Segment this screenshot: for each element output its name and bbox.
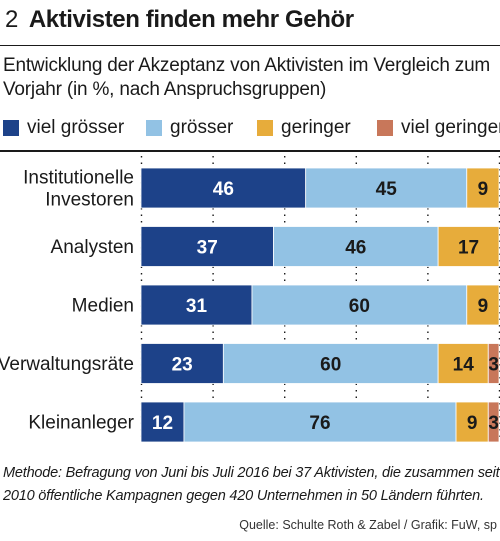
bar-segment	[466, 167, 500, 209]
legend-swatch	[3, 120, 19, 136]
legend-swatch	[146, 120, 162, 136]
data-label: 23	[172, 355, 193, 376]
legend-item-groesser: grösser	[146, 117, 233, 139]
legend-label: viel grösser	[27, 117, 125, 138]
legend-swatch	[257, 120, 273, 136]
figure-number: 2	[5, 6, 19, 33]
bar-segment	[251, 284, 468, 326]
category-label: Verwaltungsräte	[0, 354, 134, 375]
bar-segment	[140, 226, 274, 267]
bar-segment	[466, 284, 500, 326]
chart-subtitle: Entwicklung der Akzeptanz von Aktivisten…	[3, 55, 491, 100]
data-label: 60	[320, 355, 341, 376]
bar-segment	[487, 401, 500, 443]
data-label: 37	[197, 238, 218, 259]
data-label: 31	[186, 296, 208, 317]
method-note: Methode: Befragung von Juni bis Juli 201…	[3, 465, 500, 504]
data-label: 9	[478, 296, 489, 317]
legend-item-viel-geringer: viel geringer	[377, 117, 500, 139]
bar-segment	[140, 167, 307, 209]
stacked-bar-chart: Institutionelle Investoren 46 45 9 Analysten 3…	[0, 156, 500, 443]
data-label: 60	[349, 296, 370, 317]
bar-segment	[222, 343, 439, 384]
category-label: Analysten	[51, 237, 134, 258]
header-rule	[0, 150, 500, 152]
source-note: Quelle: Schulte Roth & Zabel / Grafik: F…	[239, 518, 497, 532]
legend-label: viel geringer	[401, 117, 500, 138]
bar-segment	[273, 226, 439, 267]
data-label: 76	[309, 413, 330, 434]
bar-segment	[140, 284, 253, 326]
data-label: 46	[213, 179, 234, 200]
data-label: 9	[478, 179, 489, 200]
legend-item-viel-groesser: viel grösser	[3, 117, 124, 139]
data-label: 14	[453, 355, 475, 376]
legend-swatch	[377, 120, 393, 136]
bar-segment	[487, 343, 500, 384]
data-label: 9	[467, 413, 478, 434]
category-label: Kleinanleger	[28, 413, 134, 434]
data-label: 17	[458, 238, 479, 259]
data-label: 12	[152, 413, 173, 434]
data-label: 3	[488, 355, 499, 376]
category-label: Institutionelle Investoren	[23, 168, 134, 211]
data-label: 46	[345, 238, 366, 259]
title-text: Aktivisten finden mehr Gehör	[28, 6, 354, 33]
legend-item-geringer: geringer	[257, 117, 351, 139]
bar-segment	[183, 401, 457, 443]
legend: viel grösser grösser geringer viel gerin…	[3, 117, 500, 143]
bar-segment	[140, 401, 185, 443]
bar-segment	[437, 343, 489, 384]
title-rule	[0, 45, 500, 46]
bar-segment	[437, 226, 500, 267]
data-label: 3	[488, 413, 499, 434]
chart-title: 2 Aktivisten finden mehr Gehör	[5, 6, 354, 34]
data-label: 45	[376, 179, 398, 200]
category-label: Medien	[72, 296, 134, 317]
legend-label: grösser	[170, 117, 234, 138]
legend-label: geringer	[281, 117, 351, 138]
